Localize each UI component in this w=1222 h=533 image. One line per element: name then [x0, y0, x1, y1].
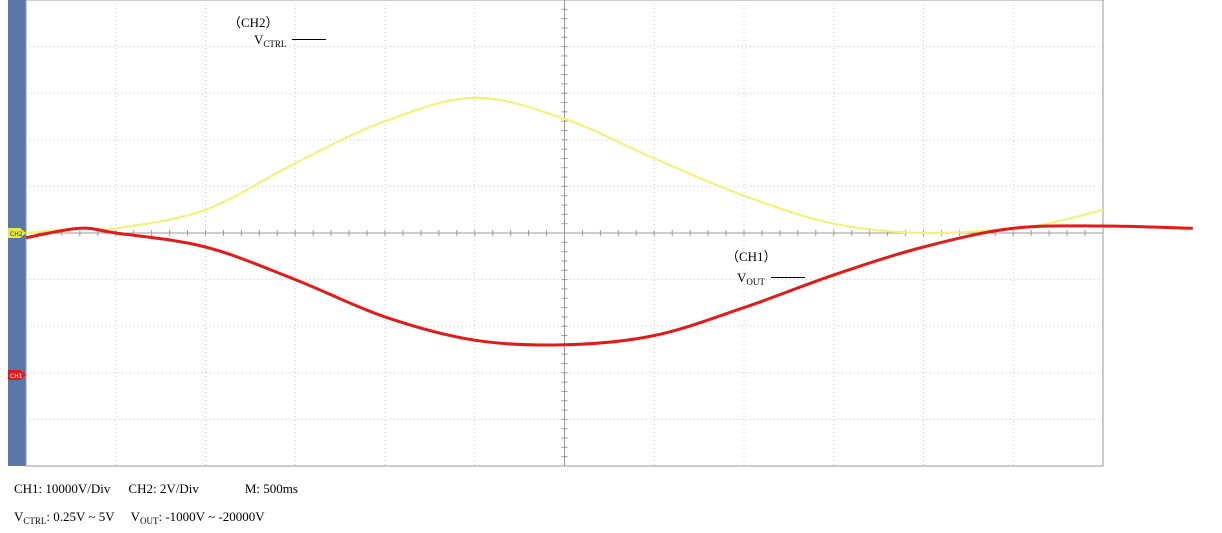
vctrl-range: : 0.25V ~ 5V	[46, 509, 115, 524]
vctrl-annotation: VCTRL	[254, 32, 327, 49]
footer-line-1: CH1: 10000V/Div CH2: 2V/Div M: 500ms	[14, 481, 298, 497]
ch1-marker: CH1	[8, 370, 26, 380]
ch1-trace	[25, 224, 1193, 347]
center-axes	[25, 0, 1104, 467]
vctrl-legend-line	[292, 39, 327, 40]
vout-legend-line	[770, 277, 805, 278]
footer-line-2: VCTRL: 0.25V ~ 5V VOUT: -1000V ~ -20000V	[14, 509, 265, 526]
ch2-marker: CH2	[8, 228, 26, 238]
oscilloscope-chart: CH2 CH1	[8, 0, 1193, 467]
ch1-marker-text: CH1	[10, 373, 23, 380]
ch2-scale: CH2: 2V/Div	[128, 481, 199, 496]
ch2-annotation: （CH2）	[228, 15, 279, 30]
timebase: M: 500ms	[244, 481, 298, 496]
ch1-scale: CH1: 10000V/Div	[14, 481, 111, 496]
ch2-trace	[25, 96, 1104, 235]
ch2-marker-text: CH2	[10, 231, 23, 238]
vout-range: : -1000V ~ -20000V	[158, 509, 265, 524]
vout-annotation: VOUT	[737, 270, 805, 287]
ch1-annotation: （CH1）	[726, 249, 777, 264]
